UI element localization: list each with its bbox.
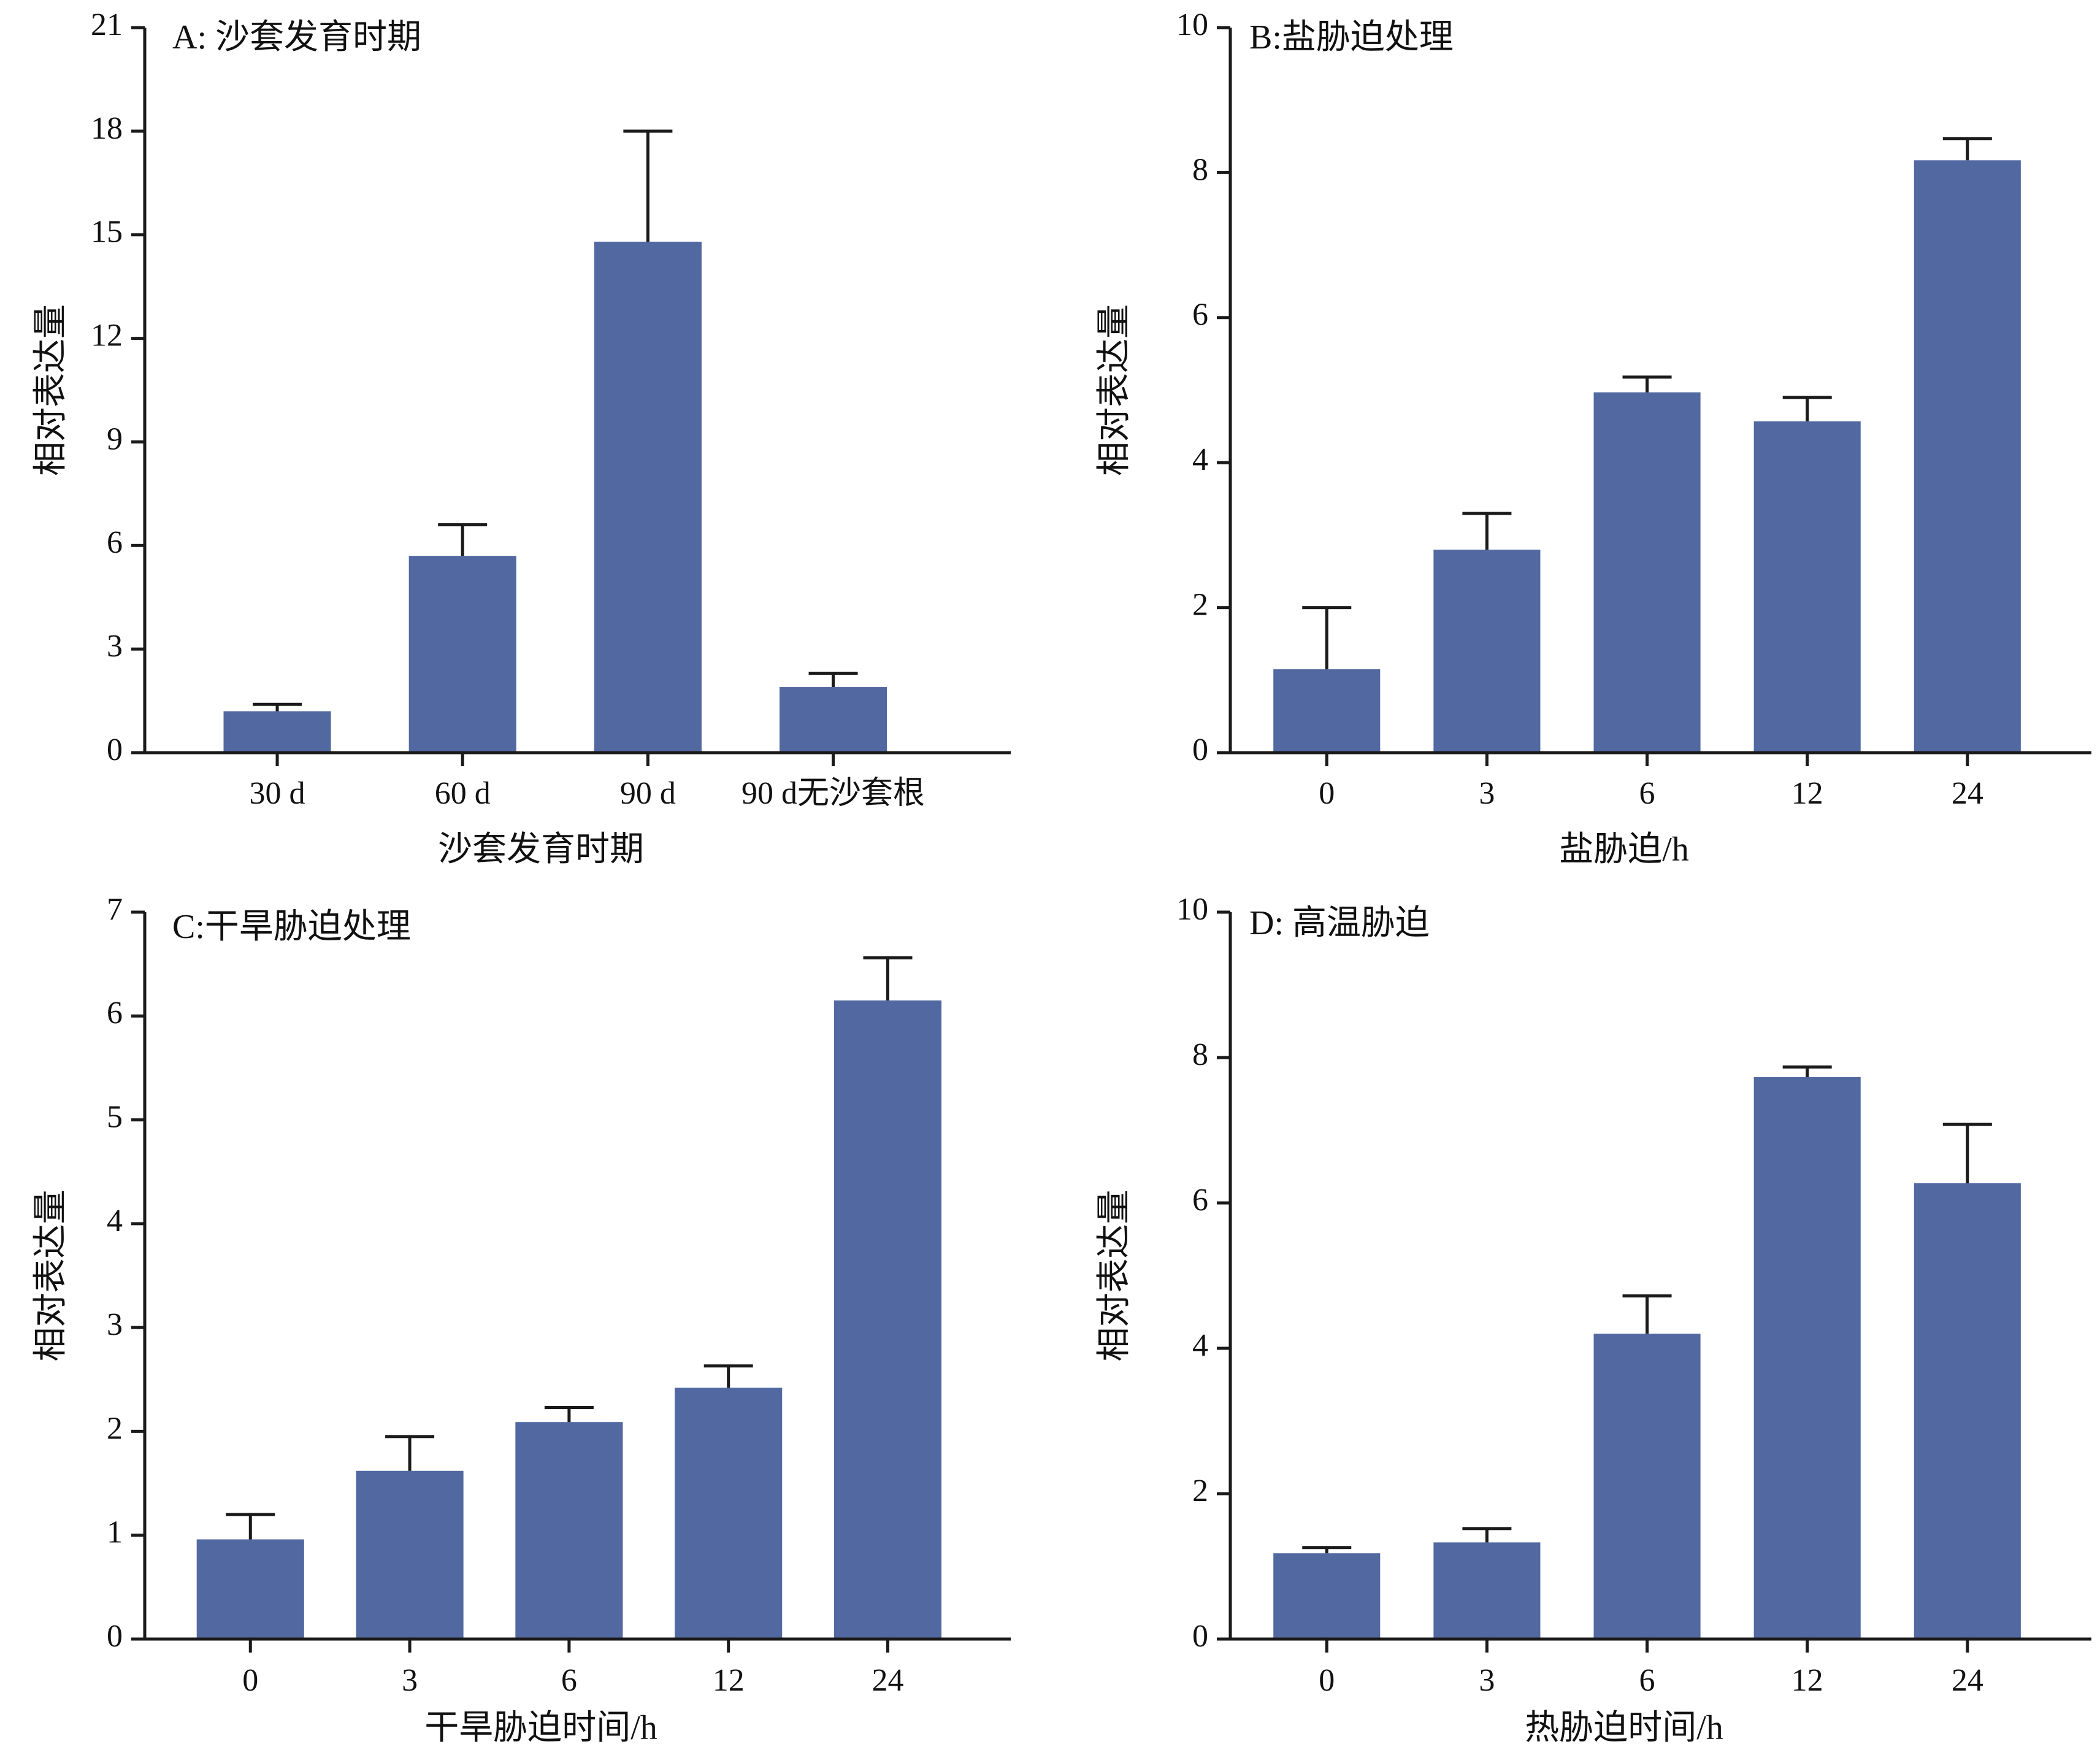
x-tick-label: 0 [1319, 1663, 1335, 1698]
bar [1433, 1542, 1541, 1639]
y-tick-label: 1 [107, 1515, 123, 1550]
bar [1914, 160, 2021, 753]
y-axis-label: 相对表达量 [1095, 1190, 1133, 1362]
x-axis-label: 干旱胁迫时间/h [424, 1709, 657, 1747]
x-tick-label: 24 [872, 1663, 903, 1698]
panel-title: B:盐胁迫处理 [1249, 18, 1454, 56]
y-tick-label: 18 [91, 111, 123, 146]
y-tick-label: 9 [107, 421, 123, 456]
bar [223, 711, 331, 753]
panel-a: 30 d 60 d 90 d 90 d无沙套根 0 3 6 9 12 15 18 21 A: 沙套发育时… [32, 7, 1011, 869]
x-tick-label: 3 [1479, 1663, 1495, 1698]
y-tick-label: 2 [1192, 588, 1208, 623]
x-tick-label: 0 [242, 1663, 258, 1698]
bar [1273, 669, 1381, 753]
y-axis-label: 相对表达量 [32, 304, 70, 476]
y-tick-label: 0 [107, 1619, 123, 1654]
y-tick-label: 6 [107, 525, 123, 560]
bar [1753, 1077, 1861, 1639]
bar [1593, 392, 1701, 753]
panel-title: D: 高温胁迫 [1249, 904, 1430, 942]
bar [1753, 421, 1861, 753]
bar [515, 1422, 623, 1639]
y-tick-label: 3 [107, 1307, 123, 1342]
x-axis-label: 热胁迫时间/h [1525, 1709, 1723, 1747]
x-tick-label: 90 d无沙套根 [742, 776, 925, 811]
y-tick-label: 8 [1192, 152, 1208, 187]
y-tick-label: 7 [107, 892, 123, 927]
x-tick-label: 6 [1639, 776, 1655, 811]
y-tick-label: 0 [107, 732, 123, 767]
x-tick-label: 3 [402, 1663, 418, 1698]
y-tick-label: 8 [1192, 1037, 1208, 1072]
bar [675, 1388, 783, 1639]
y-axis-label: 相对表达量 [1095, 304, 1133, 476]
x-tick-label: 12 [1792, 776, 1823, 811]
x-tick-label: 30 d [250, 776, 305, 811]
bar [1914, 1183, 2021, 1639]
y-tick-label: 4 [1192, 442, 1208, 477]
bar [196, 1539, 304, 1639]
y-tick-label: 6 [1192, 298, 1208, 332]
bar [779, 687, 887, 753]
y-tick-label: 10 [1176, 7, 1208, 42]
y-tick-label: 4 [1192, 1328, 1208, 1363]
x-tick-label: 12 [1792, 1663, 1823, 1698]
y-tick-label: 2 [1192, 1473, 1208, 1508]
y-tick-label: 10 [1176, 892, 1208, 927]
x-tick-label: 24 [1952, 776, 1983, 811]
y-tick-label: 6 [1192, 1183, 1208, 1218]
y-tick-label: 21 [91, 7, 123, 42]
y-tick-label: 3 [107, 629, 123, 664]
y-tick-label: 15 [91, 215, 123, 250]
bar [1593, 1334, 1701, 1639]
x-tick-label: 60 d [435, 776, 491, 811]
panel-title: A: 沙套发育时期 [172, 18, 421, 56]
bar [833, 1000, 942, 1639]
bar [594, 241, 702, 753]
x-axis-label: 盐胁迫/h [1559, 831, 1689, 869]
y-tick-label: 6 [107, 996, 123, 1031]
y-tick-label: 5 [107, 1100, 123, 1135]
x-tick-label: 0 [1319, 776, 1335, 811]
y-tick-label: 0 [1192, 732, 1208, 767]
x-tick-label: 90 d [620, 776, 676, 811]
y-tick-label: 2 [107, 1411, 123, 1446]
bar [408, 556, 516, 753]
y-tick-label: 12 [91, 318, 123, 353]
y-tick-label: 4 [107, 1204, 123, 1238]
y-axis-label: 相对表达量 [32, 1190, 70, 1362]
x-tick-label: 24 [1952, 1663, 1983, 1698]
x-axis-label: 沙套发育时期 [438, 831, 644, 869]
bar [1273, 1553, 1381, 1639]
bar [1433, 550, 1541, 753]
x-tick-label: 12 [713, 1663, 745, 1698]
x-tick-label: 3 [1479, 776, 1495, 811]
bar [356, 1470, 464, 1639]
x-tick-label: 6 [561, 1663, 577, 1698]
panel-title: C:干旱胁迫处理 [172, 908, 411, 946]
x-tick-label: 6 [1639, 1663, 1655, 1698]
y-tick-label: 0 [1192, 1619, 1208, 1654]
